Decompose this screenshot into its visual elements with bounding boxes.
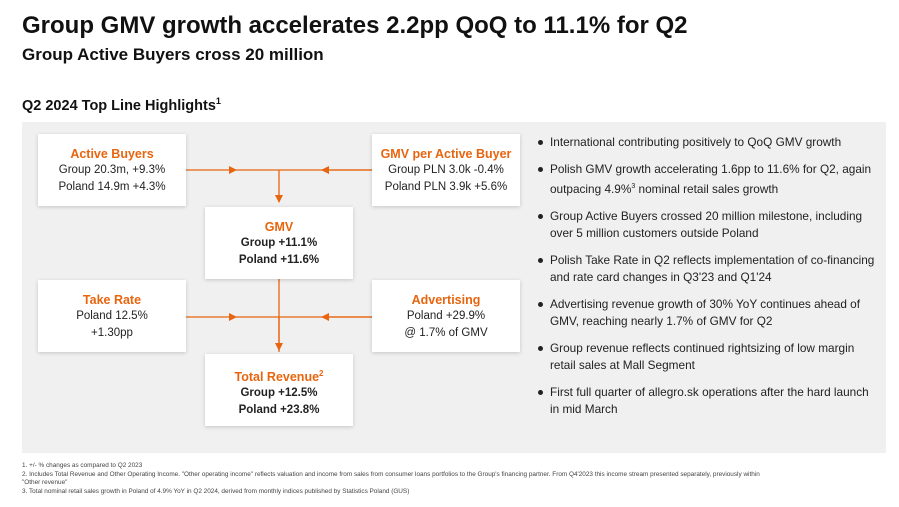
card-total-revenue-group: Group +12.5% xyxy=(240,387,318,400)
card-advertising-share: @ 1.7% of GMV xyxy=(404,327,488,339)
footnotes: 1. +/- % changes as compared to Q2 2023 … xyxy=(22,462,882,496)
card-take-rate-change: +1.30pp xyxy=(91,327,133,339)
card-take-rate: Take Rate Poland 12.5% +1.30pp xyxy=(38,280,186,352)
bullet-polish-gmv-growth: Polish GMV growth accelerating 1.6pp to … xyxy=(538,161,878,198)
flow-arrows xyxy=(186,166,372,352)
card-gmv-title: GMV xyxy=(264,220,294,234)
bullet-take-rate: Polish Take Rate in Q2 reflects implemen… xyxy=(538,252,878,286)
bullet-advertising-growth: Advertising revenue growth of 30% YoY co… xyxy=(538,296,878,330)
card-gmv-per-active-buyer: GMV per Active Buyer Group PLN 3.0k -0.4… xyxy=(372,134,520,206)
card-total-revenue-poland: Poland +23.8% xyxy=(238,404,320,417)
bullet-group-revenue: Group revenue reflects continued rightsi… xyxy=(538,340,878,374)
bullet-polish-gmv-growth-text: Polish GMV growth accelerating 1.6pp to … xyxy=(550,162,872,196)
card-advertising-poland: Poland +29.9% xyxy=(406,310,486,322)
highlights-bullet-list: International contributing positively to… xyxy=(538,134,878,428)
bullet-polish-gmv-growth-tail: nominal retail sales growth xyxy=(635,181,779,196)
section-heading-footnote-ref: 1 xyxy=(215,96,221,106)
card-advertising-title: Advertising xyxy=(411,293,481,307)
page-title: Group GMV growth accelerates 2.2pp QoQ t… xyxy=(22,12,688,39)
card-active-buyers-group: Group 20.3m, +9.3% xyxy=(58,164,166,176)
card-total-revenue-title: Total Revenue2 xyxy=(205,366,353,385)
card-active-buyers-title: Active Buyers xyxy=(70,147,154,161)
section-heading-text: Q2 2024 Top Line Highlights xyxy=(22,97,216,114)
highlights-panel: Active Buyers Group 20.3m, +9.3% Poland … xyxy=(22,122,886,453)
card-take-rate-poland: Poland 12.5% xyxy=(76,310,148,322)
bullet-active-buyers-milestone: Group Active Buyers crossed 20 million m… xyxy=(538,208,878,242)
card-total-revenue-footnote-ref: 2 xyxy=(319,369,324,378)
footnote-2: 2. Includes Total Revenue and Other Oper… xyxy=(22,470,760,478)
card-gmv-per-active-buyer-poland: Poland PLN 3.9k +5.6% xyxy=(384,181,508,193)
footnote-3: 3. Total nominal retail sales growth in … xyxy=(22,487,410,495)
card-gmv-poland: Poland +11.6% xyxy=(238,254,320,266)
card-active-buyers: Active Buyers Group 20.3m, +9.3% Poland … xyxy=(38,134,186,206)
footnote-2-continued: "Other revenue" xyxy=(22,479,68,486)
page-subtitle: Group Active Buyers cross 20 million xyxy=(22,45,324,64)
card-total-revenue-title-text: Total Revenue xyxy=(234,370,320,385)
card-gmv-group: Group +11.1% xyxy=(240,237,318,249)
card-total-revenue: Total Revenue2 Group +12.5% Poland +23.8… xyxy=(205,354,353,426)
bullet-allegro-sk: First full quarter of allegro.sk operati… xyxy=(538,384,878,418)
card-advertising: Advertising Poland +29.9% @ 1.7% of GMV xyxy=(372,280,520,352)
card-gmv-per-active-buyer-group: Group PLN 3.0k -0.4% xyxy=(388,164,504,176)
card-take-rate-title: Take Rate xyxy=(82,293,142,307)
card-gmv: GMV Group +11.1% Poland +11.6% xyxy=(205,207,353,279)
card-active-buyers-poland: Poland 14.9m +4.3% xyxy=(58,181,166,193)
bullet-international-gmv: International contributing positively to… xyxy=(538,134,878,151)
section-heading: Q2 2024 Top Line Highlights1 xyxy=(22,96,221,114)
bullet-polish-gmv-footnote-ref: 3 xyxy=(631,183,636,190)
card-gmv-per-active-buyer-title: GMV per Active Buyer xyxy=(380,147,512,161)
footnote-1: 1. +/- % changes as compared to Q2 2023 xyxy=(22,462,143,469)
